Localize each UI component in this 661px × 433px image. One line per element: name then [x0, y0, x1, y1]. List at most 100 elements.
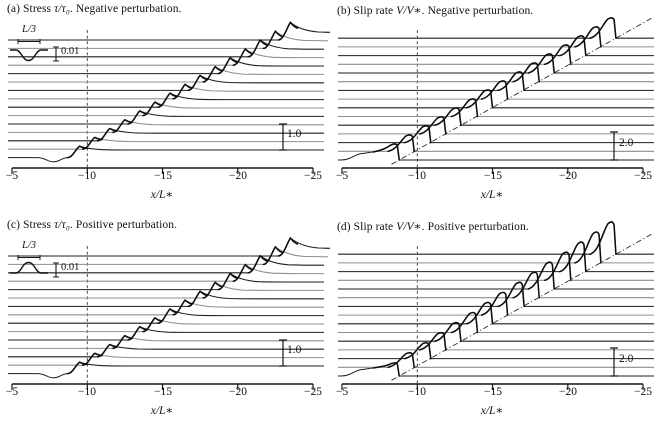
waterfall-trace [8, 361, 324, 379]
waterfall-trace [338, 62, 654, 83]
amplitude-scale-bar [610, 131, 618, 161]
x-tick-label: −15 [484, 170, 502, 182]
waterfall-trace [338, 271, 654, 299]
panel-c-title: (c) Stress τ/τ₀. Positive perturbation. [7, 219, 177, 231]
rupture-front-segment [202, 65, 223, 83]
x-tick-label: −20 [559, 386, 577, 398]
waterfall-trace [8, 74, 324, 91]
rupture-front-segment [157, 92, 178, 108]
x-tick-label: −15 [154, 386, 172, 398]
x-tick-label: −25 [304, 386, 322, 398]
waterfall-trace [338, 53, 654, 74]
rupture-front-segment [157, 308, 178, 324]
x-tick-label: −25 [634, 386, 652, 398]
title-text: (d) Slip rate [337, 221, 397, 233]
panel-a-plot [8, 21, 330, 174]
x-tick-label: −15 [484, 386, 502, 398]
panel-d-plot [338, 221, 654, 390]
rupture-front-segment [465, 301, 494, 325]
rupture-front-segment [232, 48, 254, 66]
x-tick-label: −20 [559, 170, 577, 182]
amplitude-scale-bar [279, 339, 287, 367]
title-text: . Negative perturbation. [421, 5, 534, 17]
waterfall-trace [338, 362, 654, 377]
rupture-front-segment [247, 254, 269, 274]
scale-bar-label: 2.0 [619, 137, 634, 149]
rupture-front-segment [66, 145, 88, 159]
x-tick-label: −10 [408, 170, 426, 182]
waterfall-trace [8, 352, 324, 366]
rupture-front-segment [404, 341, 432, 360]
rupture-front-segment [544, 251, 572, 282]
rupture-front-segment [262, 30, 284, 50]
waterfall-trace [8, 281, 324, 299]
rupture-front-segment [574, 26, 602, 48]
title-math: τ/τ₀ [54, 219, 70, 231]
panel-c: (c) Stress τ/τ₀. Positive perturbation. … [0, 216, 330, 432]
rupture-front-segment [202, 281, 223, 299]
scale-bar-label: 2.0 [619, 353, 634, 365]
x-tick-label: −10 [78, 386, 96, 398]
rupture-front-segment [497, 281, 525, 308]
rupture-front-segment [82, 136, 103, 150]
rupture-front-segment [574, 231, 602, 264]
rupture-front-segment [372, 143, 400, 161]
rupture-front-segment [97, 343, 118, 358]
waterfall-trace [338, 322, 654, 342]
amplitude-scale-bar [279, 123, 287, 151]
waterfall-trace [8, 66, 324, 83]
rupture-front-segment [82, 352, 103, 366]
x-tick-label: −25 [304, 170, 322, 182]
x-axis-label: x/L∗ [480, 405, 504, 417]
rupture-front-segment [512, 271, 540, 299]
waterfall-trace [338, 241, 654, 273]
rupture-front-segment [66, 361, 88, 375]
x-tick-label: −5 [335, 386, 349, 398]
rupture-front-segment [589, 221, 617, 255]
inset-length-label: L/3 [21, 24, 37, 35]
waterfall-trace [338, 261, 654, 290]
rupture-front-segment [127, 325, 148, 341]
rupture-front-segment [450, 311, 479, 334]
inset-amplitude-bar [53, 262, 59, 278]
panel-a-title: (a) Stress τ/τ₀. Negative perturbation. [7, 3, 182, 15]
length-scale-bracket [17, 255, 41, 260]
rupture-front-segment [419, 116, 447, 135]
waterfall-trace [338, 35, 654, 57]
rupture-front-segment [187, 74, 208, 92]
rupture-front-segment [372, 362, 400, 377]
panel-a: (a) Stress τ/τ₀. Negative perturbation. … [0, 0, 330, 216]
waterfall-trace [8, 290, 324, 307]
inset-length-label: L/3 [21, 240, 37, 251]
inset-amplitude-label: 0.01 [61, 262, 80, 273]
rupture-front-segment [527, 261, 555, 290]
panel-b-plot [338, 16, 654, 174]
scale-bar-label: 1.0 [287, 128, 302, 140]
rupture-front-segment [172, 83, 193, 100]
rupture-front-segment [465, 89, 494, 109]
x-tick-label: −5 [5, 170, 19, 182]
waterfall-trace [338, 281, 654, 307]
waterfall-trace [8, 317, 324, 333]
rupture-front-segment [142, 317, 163, 333]
waterfall-trace [8, 110, 324, 125]
rupture-front-segment [544, 44, 572, 66]
rupture-front-segment [127, 110, 148, 125]
perturbation-shape-glyph [10, 261, 48, 274]
x-tick-label: −15 [154, 170, 172, 182]
waterfall-trace [8, 119, 324, 133]
x-axis-label: x/L∗ [150, 189, 174, 201]
rupture-front-segment [247, 39, 269, 58]
rupture-front-segment [97, 127, 118, 142]
panel-b-title: (b) Slip rate V/V∗. Negative perturbatio… [337, 3, 533, 17]
rupture-front-segment [262, 246, 284, 266]
waterfall-trace [8, 136, 324, 150]
rupture-front-segment [480, 291, 509, 316]
x-tick-label: −25 [634, 170, 652, 182]
waterfall-trace [8, 343, 324, 358]
rupture-front-segment [172, 299, 193, 316]
rupture-front-segment [112, 334, 133, 350]
waterfall-trace [338, 71, 654, 91]
rupture-front-segment [112, 118, 133, 134]
